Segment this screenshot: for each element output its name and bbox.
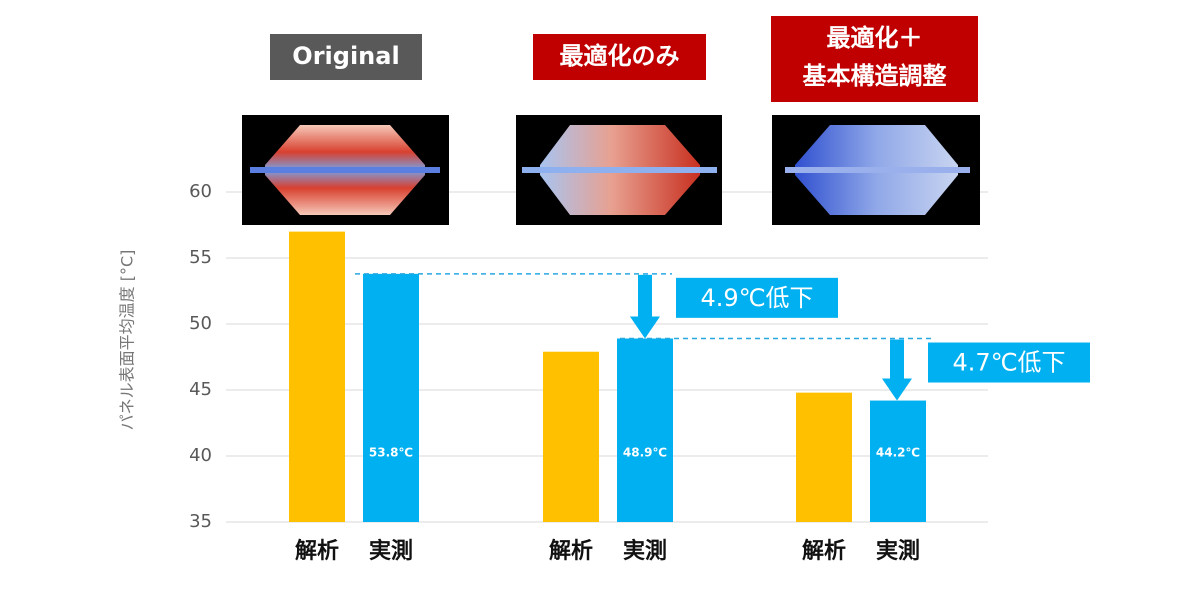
- bar: [870, 400, 926, 522]
- y-tick-label: 40: [189, 445, 212, 466]
- category-label: 最適化のみ: [560, 42, 680, 70]
- arrow-head: [630, 316, 660, 339]
- arrow-shaft: [890, 339, 904, 380]
- x-tick-label: 実測: [876, 538, 920, 564]
- bar: [543, 351, 599, 522]
- category-label: 最適化＋: [827, 24, 923, 52]
- bar: [289, 231, 345, 522]
- bar: [796, 392, 852, 522]
- annotation-box: [928, 342, 1090, 383]
- thermal-image: [772, 115, 980, 225]
- category-label: Original: [292, 42, 399, 70]
- bar: [617, 338, 673, 522]
- y-tick-label: 60: [189, 181, 212, 202]
- annotation: 4.9℃低下: [700, 284, 813, 312]
- y-tick-label: 50: [189, 313, 212, 334]
- y-tick-label: 55: [189, 247, 212, 268]
- category-box: [533, 34, 706, 80]
- x-tick-label: 解析: [295, 538, 339, 564]
- x-tick-label: 実測: [623, 538, 667, 564]
- bar: [363, 273, 419, 522]
- value-label: 48.9℃: [623, 446, 667, 460]
- x-tick-label: 解析: [549, 538, 593, 564]
- annotation-box: [676, 277, 838, 318]
- annotation: 4.7℃低下: [952, 349, 1065, 377]
- x-tick-label: 解析: [802, 538, 846, 564]
- x-tick-label: 実測: [369, 538, 413, 564]
- y-tick-label: 45: [189, 379, 212, 400]
- value-label: 44.2℃: [876, 446, 920, 460]
- arrow-shaft: [638, 274, 652, 318]
- category-label: 基本構造調整: [803, 62, 947, 90]
- thermal-image: [242, 115, 449, 225]
- plot-area: 35 40 45 50 55 60: [189, 181, 988, 532]
- category-box: [270, 34, 422, 80]
- thermal-image: [516, 115, 722, 225]
- y-axis-label: パネル表面平均温度 [°C]: [118, 250, 137, 431]
- y-tick-label: 35: [189, 511, 212, 532]
- arrow-head: [882, 378, 912, 401]
- value-label: 53.8℃: [369, 446, 413, 460]
- category-box: [771, 16, 978, 102]
